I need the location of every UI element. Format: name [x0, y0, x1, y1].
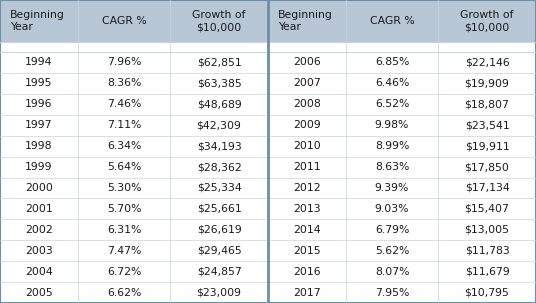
Bar [0, 178, 536, 198]
Bar [0, 73, 536, 94]
Text: $63,385: $63,385 [197, 78, 241, 88]
Text: $11,679: $11,679 [465, 267, 509, 277]
Text: 2009: 2009 [293, 120, 321, 130]
Text: 7.47%: 7.47% [107, 246, 141, 256]
Text: 5.70%: 5.70% [107, 204, 142, 214]
Text: 5.64%: 5.64% [107, 162, 141, 172]
Bar [0, 198, 536, 219]
Text: 9.39%: 9.39% [375, 183, 409, 193]
Text: 8.07%: 8.07% [375, 267, 410, 277]
Text: $22,146: $22,146 [465, 58, 509, 68]
Text: $48,689: $48,689 [197, 99, 241, 109]
Text: 2011: 2011 [293, 162, 321, 172]
Text: $25,661: $25,661 [197, 204, 241, 214]
Text: 1994: 1994 [25, 58, 53, 68]
Text: 2002: 2002 [25, 225, 53, 235]
Text: 7.46%: 7.46% [107, 99, 141, 109]
Text: Year: Year [278, 22, 301, 32]
Text: $23,541: $23,541 [465, 120, 509, 130]
Text: 2001: 2001 [25, 204, 53, 214]
Text: $25,334: $25,334 [197, 183, 241, 193]
Bar [0, 282, 536, 303]
Text: $19,911: $19,911 [465, 141, 509, 151]
Bar [0, 42, 536, 52]
Text: 6.72%: 6.72% [107, 267, 141, 277]
Text: 8.36%: 8.36% [107, 78, 141, 88]
Text: 1997: 1997 [25, 120, 53, 130]
Bar [0, 0, 536, 42]
Text: CAGR %: CAGR % [102, 16, 146, 26]
Text: 2008: 2008 [293, 99, 321, 109]
Text: 6.62%: 6.62% [107, 288, 141, 298]
Text: $42,309: $42,309 [197, 120, 241, 130]
Bar [0, 157, 536, 178]
Text: $34,193: $34,193 [197, 141, 241, 151]
Text: 6.34%: 6.34% [107, 141, 141, 151]
Text: 2015: 2015 [293, 246, 321, 256]
Text: 6.79%: 6.79% [375, 225, 409, 235]
Bar [0, 261, 536, 282]
Text: $17,134: $17,134 [465, 183, 509, 193]
Text: 7.95%: 7.95% [375, 288, 409, 298]
Text: $10,795: $10,795 [465, 288, 509, 298]
Text: $23,009: $23,009 [197, 288, 242, 298]
Text: 6.46%: 6.46% [375, 78, 409, 88]
Text: 5.62%: 5.62% [375, 246, 409, 256]
Text: $10,000: $10,000 [464, 22, 510, 32]
Bar [0, 219, 536, 240]
Text: 2013: 2013 [293, 204, 321, 214]
Bar [0, 240, 536, 261]
Text: $26,619: $26,619 [197, 225, 241, 235]
Text: 7.11%: 7.11% [107, 120, 141, 130]
Text: 2012: 2012 [293, 183, 321, 193]
Text: $17,850: $17,850 [465, 162, 509, 172]
Text: 2000: 2000 [25, 183, 53, 193]
Text: 6.31%: 6.31% [107, 225, 141, 235]
Text: $62,851: $62,851 [197, 58, 241, 68]
Text: 5.30%: 5.30% [107, 183, 142, 193]
Text: 2007: 2007 [293, 78, 321, 88]
Text: $19,909: $19,909 [465, 78, 509, 88]
Text: 1998: 1998 [25, 141, 53, 151]
Text: Year: Year [10, 22, 33, 32]
Text: $29,465: $29,465 [197, 246, 241, 256]
Text: Beginning: Beginning [10, 10, 65, 20]
Bar [0, 136, 536, 157]
Text: $11,783: $11,783 [465, 246, 509, 256]
Text: $10,000: $10,000 [196, 22, 242, 32]
Text: 2010: 2010 [293, 141, 321, 151]
Text: Growth of: Growth of [460, 10, 513, 20]
Text: 9.98%: 9.98% [375, 120, 409, 130]
Text: 2017: 2017 [293, 288, 321, 298]
Text: 9.03%: 9.03% [375, 204, 410, 214]
Text: 7.96%: 7.96% [107, 58, 141, 68]
Text: 2004: 2004 [25, 267, 53, 277]
Text: 8.99%: 8.99% [375, 141, 409, 151]
Text: 2006: 2006 [293, 58, 321, 68]
Text: $15,407: $15,407 [465, 204, 509, 214]
Text: Beginning: Beginning [278, 10, 333, 20]
Text: 8.63%: 8.63% [375, 162, 409, 172]
Bar [0, 52, 536, 73]
Text: 6.52%: 6.52% [375, 99, 409, 109]
Text: 2005: 2005 [25, 288, 53, 298]
Text: $24,857: $24,857 [197, 267, 241, 277]
Text: $18,807: $18,807 [465, 99, 509, 109]
Text: 1996: 1996 [25, 99, 53, 109]
Text: 2014: 2014 [293, 225, 321, 235]
Bar [0, 94, 536, 115]
Text: Growth of: Growth of [192, 10, 245, 20]
Text: 2016: 2016 [293, 267, 321, 277]
Text: CAGR %: CAGR % [370, 16, 414, 26]
Text: 1995: 1995 [25, 78, 53, 88]
Text: $13,005: $13,005 [465, 225, 510, 235]
Text: 1999: 1999 [25, 162, 53, 172]
Bar [0, 115, 536, 136]
Text: $28,362: $28,362 [197, 162, 241, 172]
Text: 6.85%: 6.85% [375, 58, 409, 68]
Text: 2003: 2003 [25, 246, 53, 256]
